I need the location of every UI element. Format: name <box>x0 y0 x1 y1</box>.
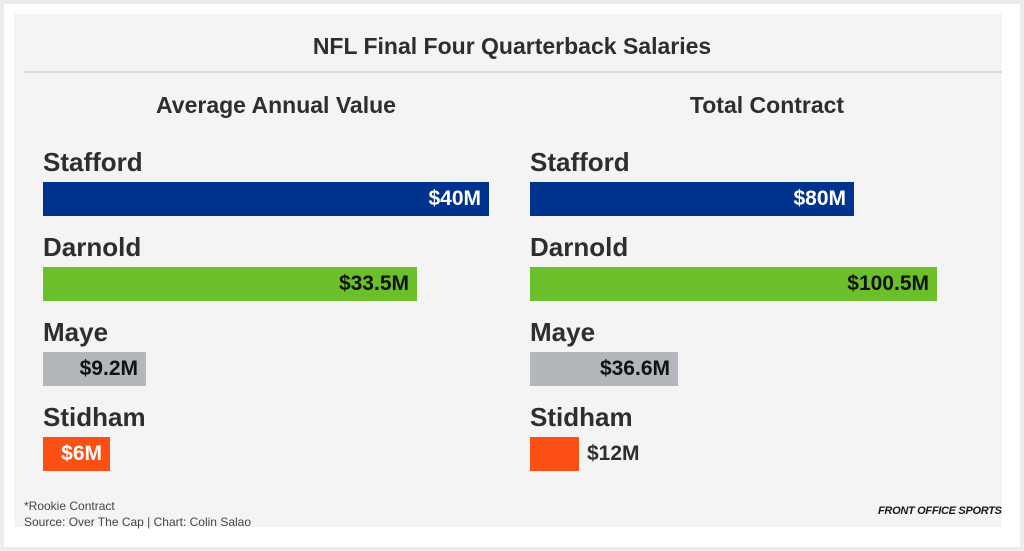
title-divider <box>24 71 1002 73</box>
value-label-stafford: $80M <box>793 187 846 210</box>
value-label-maye: $36.6M <box>599 357 670 380</box>
bar-stidham: $6M <box>43 437 110 471</box>
bar-stidham <box>530 437 579 471</box>
rookie-footnote: *Rookie Contract <box>24 499 115 513</box>
bar-maye: $36.6M <box>530 352 678 386</box>
player-name-darnold: Darnold <box>43 232 142 262</box>
bar-darnold: $100.5M <box>530 267 937 301</box>
player-name-stidham: Stidham <box>43 402 146 432</box>
bar-stafford: $80M <box>530 182 854 216</box>
value-label-stidham: $6M <box>61 442 102 465</box>
value-label-stafford: $40M <box>428 187 481 210</box>
value-label-darnold: $33.5M <box>338 272 409 295</box>
player-name-darnold: Darnold <box>530 232 629 262</box>
bar-maye: $9.2M <box>43 352 146 386</box>
total-panel-title: Total Contract <box>689 92 845 118</box>
player-name-maye: Maye <box>530 317 596 347</box>
aav-panel-title: Average Annual Value <box>156 92 396 118</box>
player-name-maye: Maye <box>43 317 109 347</box>
brand-logo: FRONT OFFICE SPORTS <box>878 505 1002 517</box>
player-name-stafford: Stafford <box>530 147 630 177</box>
value-label-darnold: $100.5M <box>847 272 929 295</box>
value-label-maye: $9.2M <box>79 357 138 380</box>
bar-darnold: $33.5M <box>43 267 417 301</box>
source-credit: Source: Over The Cap | Chart: Colin Sala… <box>24 515 252 529</box>
player-name-stafford: Stafford <box>43 147 143 177</box>
player-name-stidham: Stidham <box>530 402 633 432</box>
value-label-stidham: $12M <box>587 442 640 465</box>
chart-title: NFL Final Four Quarterback Salaries <box>312 33 712 59</box>
bar-stafford: $40M <box>43 182 489 216</box>
